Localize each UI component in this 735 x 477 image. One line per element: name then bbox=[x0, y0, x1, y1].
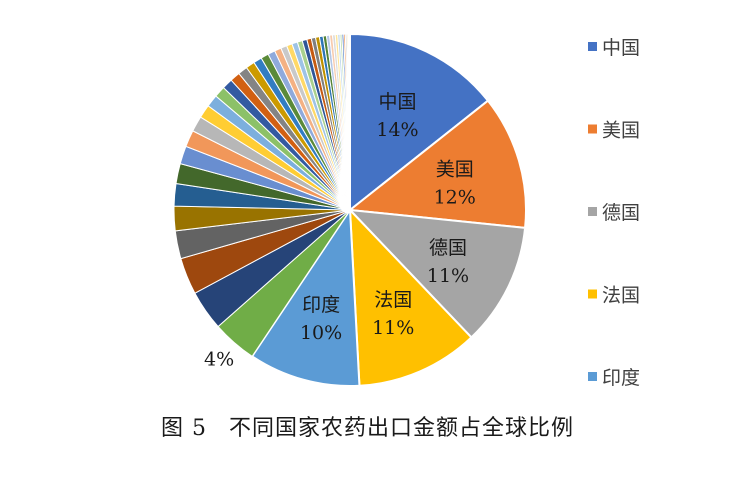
pie-slice-1 bbox=[349, 32, 490, 213]
legend-entry-label: 美国 bbox=[602, 120, 640, 142]
figure-number: 图 5 bbox=[160, 416, 207, 441]
figure-caption: 图 5 不同国家农药出口金额占全球比例 bbox=[0, 410, 735, 442]
slice-percent-label: 4% bbox=[204, 349, 234, 371]
legend-swatch bbox=[588, 42, 597, 51]
legend-entry-label: 法国 bbox=[602, 285, 640, 307]
legend-entry-label: 中国 bbox=[602, 37, 640, 59]
slice-percent-label: 11% bbox=[427, 265, 469, 287]
slice-category-label: 中国 bbox=[378, 91, 416, 113]
slice-category-label: 美国 bbox=[436, 158, 474, 180]
pie-slices bbox=[173, 32, 527, 388]
legend-swatch bbox=[588, 289, 597, 299]
legend-entry-label: 德国 bbox=[602, 202, 640, 224]
slice-category-label: 德国 bbox=[429, 237, 467, 259]
pie-labels: 中国 14% 美国 12% 德国 11% 法国 11% 印度 10% 4% bbox=[204, 91, 476, 371]
slice-percent-label: 10% bbox=[300, 322, 342, 344]
legend-swatch bbox=[588, 124, 597, 134]
slice-category-label: 法国 bbox=[374, 289, 412, 311]
slice-category-label: 印度 bbox=[302, 294, 340, 316]
slice-percent-label: 14% bbox=[376, 119, 418, 141]
pie-slice-2 bbox=[347, 99, 527, 229]
legend-swatch bbox=[588, 372, 597, 381]
legend-swatch bbox=[588, 207, 597, 216]
pie-slice-other-44 bbox=[348, 33, 351, 211]
figure-title: 不同国家农药出口金额占全球比例 bbox=[228, 416, 574, 441]
pie-slice-4 bbox=[348, 207, 473, 387]
pie-slice-5 bbox=[250, 206, 361, 388]
slice-percent-label: 11% bbox=[372, 317, 414, 339]
slice-percent-label: 12% bbox=[434, 186, 476, 208]
legend-entry-label: 印度 bbox=[602, 367, 640, 389]
pie-slice-3 bbox=[347, 208, 527, 339]
